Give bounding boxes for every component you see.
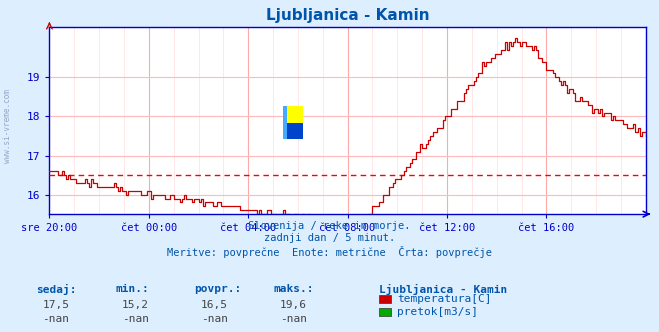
Text: min.:: min.:: [115, 284, 149, 294]
Text: Ljubljanica - Kamin: Ljubljanica - Kamin: [379, 284, 507, 295]
Text: sedaj:: sedaj:: [36, 284, 76, 295]
Text: -nan: -nan: [280, 314, 306, 324]
Text: povpr.:: povpr.:: [194, 284, 242, 294]
Text: -nan: -nan: [122, 314, 148, 324]
Polygon shape: [287, 106, 303, 123]
Text: Slovenija / reke in morje.: Slovenija / reke in morje.: [248, 221, 411, 231]
Text: Meritve: povprečne  Enote: metrične  Črta: povprečje: Meritve: povprečne Enote: metrične Črta:…: [167, 246, 492, 258]
Text: temperatura[C]: temperatura[C]: [397, 294, 492, 304]
Text: 17,5: 17,5: [43, 300, 69, 310]
Title: Ljubljanica - Kamin: Ljubljanica - Kamin: [266, 8, 430, 23]
Text: www.si-vreme.com: www.si-vreme.com: [3, 89, 13, 163]
Text: zadnji dan / 5 minut.: zadnji dan / 5 minut.: [264, 233, 395, 243]
Text: -nan: -nan: [201, 314, 227, 324]
Text: 15,2: 15,2: [122, 300, 148, 310]
Text: pretok[m3/s]: pretok[m3/s]: [397, 307, 478, 317]
Polygon shape: [287, 123, 303, 139]
Text: 19,6: 19,6: [280, 300, 306, 310]
Text: -nan: -nan: [43, 314, 69, 324]
Text: maks.:: maks.:: [273, 284, 314, 294]
Polygon shape: [283, 106, 287, 139]
Text: 16,5: 16,5: [201, 300, 227, 310]
